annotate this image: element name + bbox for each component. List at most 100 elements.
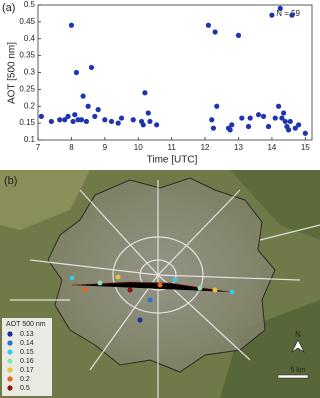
y-axis-label: AOT [500 nm] [7,42,18,104]
legend-marker [7,385,13,391]
point [247,115,253,121]
map-point [97,280,103,286]
x-tick-label: 13 [234,143,243,152]
legend-label: 0.13 [20,331,34,338]
point [83,118,90,125]
x-axis-label: Time [UTC] [147,155,198,166]
scale-label: 5 km [290,367,305,374]
field [0,170,90,230]
y-tick-label: 0.5 [24,0,36,9]
x-tick-label: 7 [36,143,41,152]
map-point [127,287,133,293]
x-tick-label: 10 [134,143,143,152]
legend-label: 0.5 [20,385,30,392]
point [214,103,220,109]
point [229,122,235,128]
x-tick-label: 11 [168,143,177,152]
point [212,29,218,35]
y-tick-label: 0.35 [19,51,35,60]
point [277,5,283,11]
map-point [82,287,88,293]
point [72,112,78,118]
point [108,118,115,125]
x-tick-label: 12 [201,143,210,152]
map-point [69,275,75,281]
y-tick-label: 0.25 [19,84,35,93]
panel-label: (b) [4,175,17,187]
legend-label: 0.14 [20,340,34,347]
point [287,118,293,125]
point [245,123,252,130]
point [95,107,101,113]
measurement-points [69,274,235,323]
point [255,112,262,118]
point [280,110,287,116]
point [272,115,278,121]
point [269,12,275,18]
point [130,117,136,123]
legend-box [2,318,52,396]
y-tick-label: 0.2 [24,101,36,110]
point [279,115,285,121]
point [70,118,76,125]
map-point [229,289,235,295]
y-tick-label: 0.4 [24,34,36,43]
legend-title: AOT 500 nm [6,321,46,328]
point [48,118,54,125]
point [102,117,108,123]
x-tick-label: 9 [103,143,108,152]
panel-label: (a) [2,2,15,14]
point [205,22,212,28]
point [68,22,75,28]
point [118,115,125,121]
point [73,69,80,76]
forest [220,300,320,398]
roads [10,180,320,398]
point [147,118,153,125]
point [302,130,308,136]
point [289,12,295,18]
legend: 0.13 0.14 0.15 0.16 0.17 0.2 0.5 [7,331,34,392]
point [275,103,282,109]
map-point [212,287,218,293]
map-point [172,277,178,283]
point [282,118,288,125]
map-point [197,285,203,291]
y-tick-label: 0.45 [19,17,35,26]
point [92,113,98,119]
point [296,122,302,128]
point [65,113,71,119]
x-tick-label: 14 [267,143,276,152]
y-tick-label: 0.1 [24,135,36,144]
y-tick-label: 0.15 [19,118,35,127]
point [286,127,292,133]
point [62,117,68,123]
point [154,122,160,128]
point [88,64,95,71]
point [227,127,233,133]
scale-bar [277,374,309,379]
point [38,113,44,119]
point [78,117,85,123]
point [145,110,151,116]
legend-label: 0.15 [20,349,34,356]
point [57,117,63,123]
annotation: N = 59 [276,9,300,18]
forest [230,170,320,240]
point [140,122,146,128]
map-point [157,282,163,288]
legend-marker [7,349,13,355]
point [260,113,267,119]
x-tick-label: 8 [69,143,74,152]
legend-marker [7,331,13,337]
north-label: N [295,330,301,339]
map-point [137,317,143,323]
point [239,115,245,121]
y-tick-label: 0.3 [24,68,36,77]
legend-label: 0.17 [20,367,34,374]
legend-marker [7,340,13,346]
point [235,32,242,38]
map-point [115,274,121,280]
